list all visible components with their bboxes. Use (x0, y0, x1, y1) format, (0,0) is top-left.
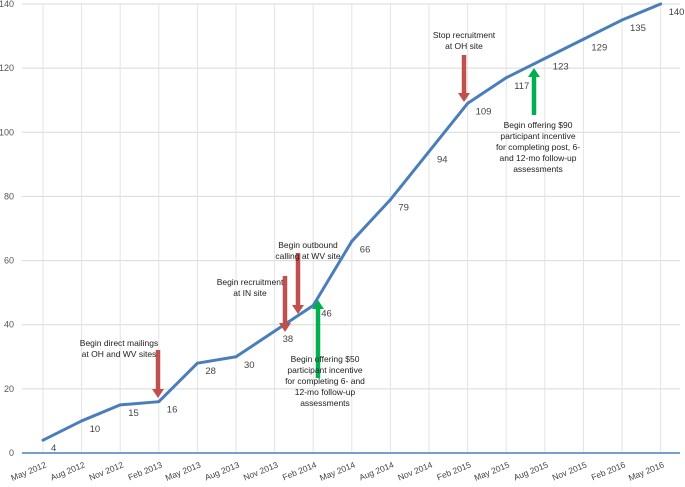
y-tick-label: 80 (4, 191, 14, 201)
annotation-text: Begin recruitment (217, 277, 284, 287)
data-point (118, 403, 122, 407)
arrow-head-icon (279, 323, 291, 332)
x-tick-label: Feb 2015 (435, 459, 472, 482)
annotation-text: and 12-mo follow-up (499, 153, 576, 163)
y-tick-label: 40 (4, 320, 14, 330)
x-tick-label: Nov 2014 (396, 459, 434, 482)
annotation-text: calling at WV site (275, 251, 340, 261)
x-tick-label: Feb 2013 (126, 459, 163, 482)
data-point (620, 18, 624, 22)
annotation-text: at OH and WV sites (82, 349, 157, 359)
data-label: 16 (167, 405, 178, 416)
data-point (80, 419, 84, 423)
data-point (427, 150, 431, 154)
data-point (504, 76, 508, 80)
y-tick-label: 140 (0, 0, 14, 9)
x-tick-label: Aug 2015 (512, 459, 550, 482)
x-tick-label: Nov 2012 (87, 459, 125, 482)
arrow-head-icon (292, 305, 304, 314)
annotation-text: assessments (513, 164, 563, 174)
data-point (273, 329, 277, 333)
data-point (581, 37, 585, 41)
arrow-head-icon (152, 389, 164, 398)
x-tick-label: Aug 2014 (358, 459, 396, 482)
data-label: 66 (360, 244, 371, 255)
data-point (388, 198, 392, 202)
data-point (543, 57, 547, 61)
x-tick-label: Feb 2014 (281, 459, 318, 482)
data-label: 123 (553, 62, 569, 73)
data-point (659, 2, 663, 6)
y-tick-label: 0 (9, 448, 14, 458)
data-label: 135 (630, 23, 646, 34)
x-tick-label: May 2016 (627, 459, 666, 482)
annotation-text: Stop recruitment (433, 30, 496, 40)
x-tick-label: May 2013 (164, 459, 203, 482)
annotation-text: 12-mo follow-up (295, 387, 356, 397)
data-point (157, 400, 161, 404)
x-tick-label: May 2015 (473, 459, 512, 482)
y-tick-label: 60 (4, 256, 14, 266)
annotation-text: for completing 6- and (285, 376, 365, 386)
data-label: 28 (205, 366, 216, 377)
data-label: 10 (90, 424, 101, 435)
y-tick-label: 20 (4, 384, 14, 394)
data-label: 129 (591, 42, 607, 53)
annotation-text: participant incentive (287, 365, 362, 375)
y-tick-label: 120 (0, 63, 14, 73)
annotation-text: at IN site (233, 288, 267, 298)
y-tick-label: 100 (0, 127, 14, 137)
data-point (41, 438, 45, 442)
annotation-text: Begin outbound (278, 240, 338, 250)
x-tick-label: Nov 2013 (242, 459, 280, 482)
x-tick-label: May 2012 (9, 459, 48, 482)
data-label: 30 (244, 360, 255, 371)
data-label: 109 (476, 106, 492, 117)
data-label: 79 (398, 203, 409, 214)
annotation-text: participant incentive (500, 131, 575, 141)
annotation-text: assessments (300, 398, 350, 408)
data-label: 94 (437, 155, 448, 166)
data-label: 46 (321, 308, 332, 319)
arrow-head-icon (458, 93, 470, 102)
data-point (234, 355, 238, 359)
annotation-text: Begin direct mailings (80, 338, 158, 348)
x-tick-label: Aug 2012 (49, 459, 87, 482)
data-point (466, 101, 470, 105)
arrow-head-icon (528, 68, 540, 77)
data-label: 4 (51, 443, 56, 454)
data-label: 140 (669, 7, 685, 18)
x-tick-label: May 2014 (318, 459, 357, 482)
data-label: 117 (514, 81, 529, 92)
x-tick-label: Feb 2016 (590, 459, 627, 482)
arrow-head-icon (312, 300, 324, 309)
data-label: 15 (128, 408, 139, 419)
annotation-text: for completing post, 6- (496, 142, 580, 152)
data-point (350, 239, 354, 243)
annotation-text: Begin offering $50 (291, 354, 360, 364)
x-tick-label: Aug 2013 (203, 459, 241, 482)
annotation-text: Begin offering $90 (504, 120, 573, 130)
x-tick-label: Nov 2015 (551, 459, 589, 482)
data-point (195, 361, 199, 365)
annotation-text: at OH site (445, 41, 483, 51)
data-label: 38 (283, 334, 294, 345)
